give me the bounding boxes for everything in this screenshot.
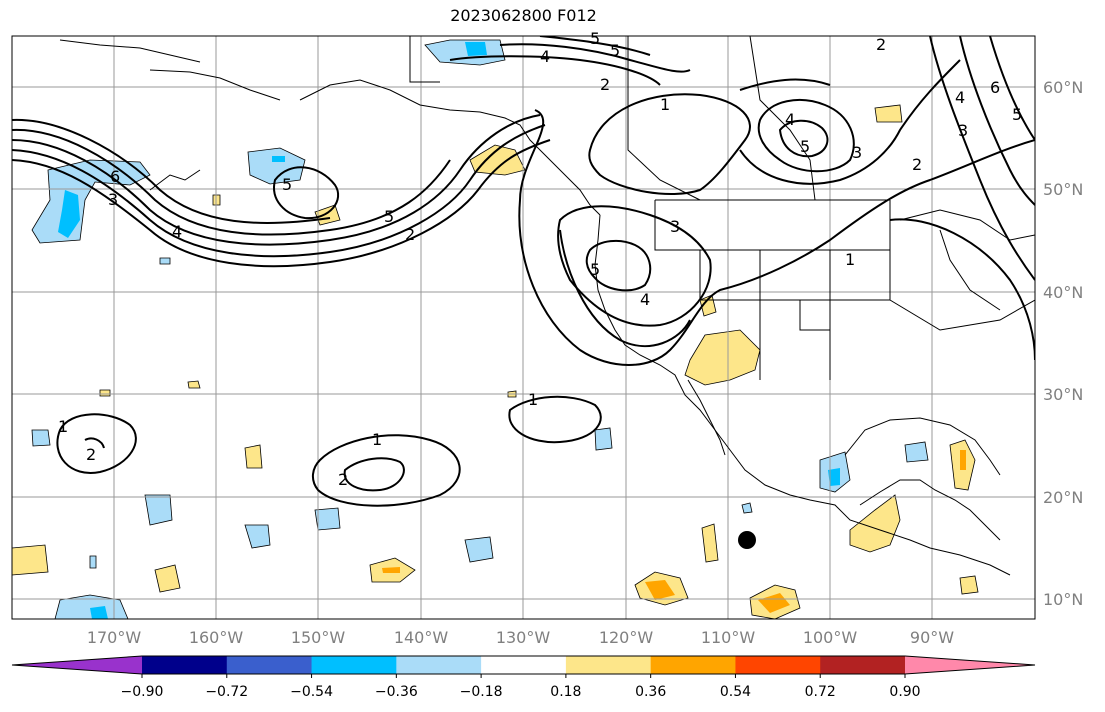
- contour-label: 1: [372, 430, 382, 449]
- lat-label: 10°N: [1043, 590, 1083, 609]
- positive-anomaly-patches: [12, 104, 979, 619]
- contour-lines: [12, 36, 1035, 507]
- colorbar-tick-label: −0.72: [205, 684, 248, 700]
- contour-label: 4: [640, 290, 650, 309]
- contour-label-group: 6 3 4 5 5 2 4 5 5 2 1 4 5 3 2 6 4 3 5 2 …: [58, 29, 1022, 489]
- colorbar-extend-low: [12, 656, 142, 674]
- contour-label: 5: [610, 41, 620, 60]
- lat-label: 50°N: [1043, 180, 1083, 199]
- colorbar-tick-label: 0.54: [720, 684, 751, 700]
- contour-label: 1: [58, 417, 68, 436]
- colorbar-tick-label: 0.18: [550, 684, 581, 700]
- lat-label: 30°N: [1043, 385, 1083, 404]
- colorbar-extend-high: [905, 656, 1035, 674]
- lat-label: 60°N: [1043, 78, 1083, 97]
- contour-label: 2: [338, 470, 348, 489]
- contour-label: 5: [590, 29, 600, 48]
- colorbar-tick-label: −0.36: [375, 684, 418, 700]
- colorbar-segment: [650, 656, 736, 674]
- lon-label: 130°W: [496, 628, 551, 647]
- contour-label: 2: [600, 75, 610, 94]
- colorbar-segment: [396, 656, 482, 674]
- contour-label: 4: [172, 222, 182, 241]
- coastlines: [59, 36, 1035, 576]
- colorbar: −0.90 −0.72 −0.54 −0.36 −0.18 0.18 0.36 0.54 0.7…: [11, 655, 1036, 700]
- contour-label: 6: [110, 167, 120, 186]
- longitude-labels: 170°W 160°W 150°W 140°W 130°W 120°W 110°…: [87, 628, 954, 647]
- colorbar-segment: [735, 656, 821, 674]
- colorbar-tick-label: 0.36: [635, 684, 666, 700]
- contour-label: 1: [660, 95, 670, 114]
- colorbar-segment: [226, 656, 313, 674]
- contour-label: 5: [1012, 105, 1022, 124]
- map-title: 2023062800 F012: [450, 6, 597, 25]
- contour-label: 6: [990, 78, 1000, 97]
- colorbar-segment: [311, 656, 397, 674]
- colorbar-segment: [481, 656, 567, 674]
- contour-label: 2: [876, 35, 886, 54]
- lon-label: 110°W: [701, 628, 756, 647]
- lat-label: 20°N: [1043, 488, 1083, 507]
- gridlines: [12, 36, 1035, 619]
- contour-label: 1: [845, 250, 855, 269]
- contour-label: 3: [670, 217, 680, 236]
- lon-label: 140°W: [394, 628, 449, 647]
- contour-label: 3: [108, 190, 118, 209]
- colorbar-segment: [142, 656, 228, 674]
- lon-label: 170°W: [87, 628, 142, 647]
- contour-label: 1: [528, 390, 538, 409]
- lon-label: 100°W: [803, 628, 858, 647]
- lon-label: 90°W: [910, 628, 954, 647]
- lon-label: 120°W: [599, 628, 654, 647]
- colorbar-tick-label: 0.90: [889, 684, 920, 700]
- contour-label: 3: [958, 121, 968, 140]
- colorbar-tick-label: −0.90: [121, 684, 164, 700]
- latitude-labels: 60°N 50°N 40°N 30°N 20°N 10°N: [1043, 78, 1083, 609]
- contour-label: 2: [912, 155, 922, 174]
- contour-label: 4: [785, 110, 795, 129]
- map-frame: [11, 35, 1036, 620]
- contour-label: 3: [852, 143, 862, 162]
- contour-label: 5: [282, 175, 292, 194]
- contour-label: 4: [540, 47, 550, 66]
- lon-label: 150°W: [291, 628, 346, 647]
- colorbar-tick-label: −0.18: [460, 684, 503, 700]
- colorbar-tick-label: 0.72: [805, 684, 836, 700]
- colorbar-tick-label: −0.54: [290, 684, 333, 700]
- contour-label: 5: [800, 137, 810, 156]
- contour-label: 4: [955, 88, 965, 107]
- lon-label: 160°W: [189, 628, 244, 647]
- contour-label: 5: [384, 207, 394, 226]
- negative-anomaly-patches: [31, 39, 929, 619]
- colorbar-segment: [565, 656, 652, 674]
- contour-label: 5: [590, 260, 600, 279]
- lat-label: 40°N: [1043, 283, 1083, 302]
- contour-label: 2: [405, 225, 415, 244]
- contour-label: 2: [86, 445, 96, 464]
- location-marker-dot: [738, 531, 756, 549]
- colorbar-segment: [820, 656, 906, 674]
